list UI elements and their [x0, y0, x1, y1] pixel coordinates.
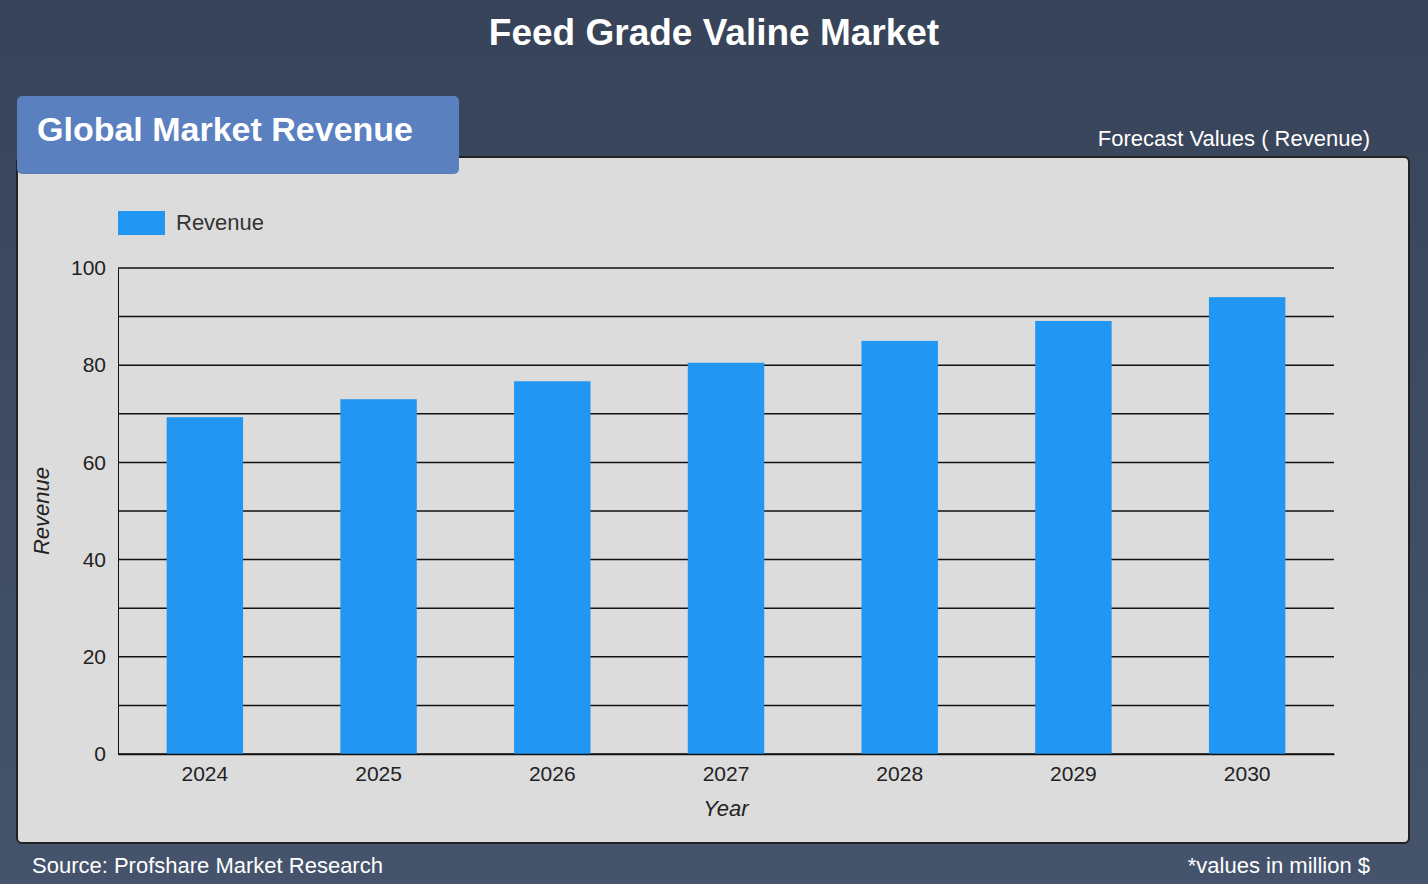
x-tick-label: 2027	[703, 762, 750, 785]
x-tick-label: 2029	[1050, 762, 1097, 785]
background	[0, 0, 1428, 884]
grid	[118, 268, 1334, 754]
legend: Revenue	[118, 210, 264, 235]
header-tab	[17, 96, 459, 174]
y-tick-label: 0	[94, 742, 106, 765]
y-tick: 20	[83, 645, 118, 668]
y-tick-label: 80	[83, 353, 106, 376]
x-tick-label: 2030	[1224, 762, 1271, 785]
x-tick: 2029	[1050, 754, 1097, 785]
grid-line	[118, 267, 1334, 269]
y-tick: 80	[83, 353, 118, 376]
bar	[340, 399, 416, 754]
y-tick-label: 100	[71, 256, 106, 279]
annotation: Forecast Values ( Revenue)	[1098, 126, 1370, 151]
x-tick: 2026	[529, 754, 576, 785]
y-tick: 40	[83, 548, 118, 571]
y-axis: 0 20 40 60 80 100	[71, 256, 119, 765]
y-axis-line	[118, 269, 119, 755]
minor-grid-line	[118, 316, 1334, 318]
x-axis-title: Year	[703, 796, 750, 821]
x-tick: 2028	[876, 754, 923, 785]
y-tick: 0	[94, 742, 118, 765]
legend-label: Revenue	[176, 210, 264, 235]
x-tick-label: 2025	[355, 762, 402, 785]
panel	[17, 157, 1409, 843]
bar	[1035, 321, 1111, 754]
x-tick: 2027	[703, 754, 750, 785]
bar	[861, 341, 937, 754]
y-tick-label: 20	[83, 645, 106, 668]
x-axis-line	[119, 754, 1335, 756]
x-tick-label: 2024	[181, 762, 228, 785]
chart: Feed Grade Valine Market Global Market Re…	[0, 0, 1428, 884]
source: Source: Profshare Market Research	[32, 853, 383, 878]
x-tick: 2024	[181, 754, 228, 785]
units-note: *values in million $	[1188, 853, 1370, 878]
title: Feed Grade Valine Market	[489, 12, 939, 53]
subtitle: Global Market Revenue	[37, 110, 413, 148]
y-axis-title: Revenue	[29, 467, 54, 555]
x-tick: 2030	[1224, 754, 1271, 785]
bar	[1209, 297, 1285, 754]
bars	[167, 297, 1286, 754]
x-axis: 2024 2025 2026 2027 2028 2029 2030	[119, 754, 1335, 785]
y-tick-label: 60	[83, 451, 106, 474]
y-tick-label: 40	[83, 548, 106, 571]
y-tick: 100	[71, 256, 118, 279]
bar	[167, 417, 243, 754]
x-tick-label: 2026	[529, 762, 576, 785]
legend-swatch	[118, 211, 165, 235]
x-tick-label: 2028	[876, 762, 923, 785]
bar	[514, 381, 590, 754]
bar	[688, 363, 764, 754]
y-tick: 60	[83, 451, 118, 474]
x-tick: 2025	[355, 754, 402, 785]
